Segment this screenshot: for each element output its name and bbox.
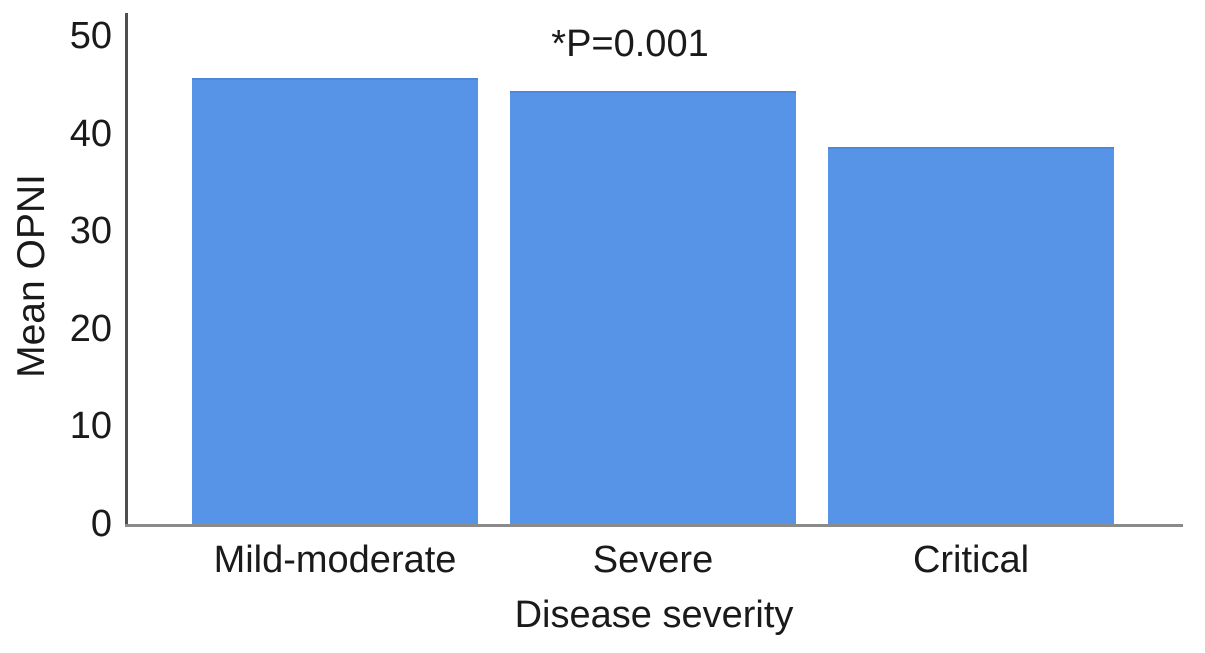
bar-critical — [828, 147, 1114, 524]
x-tick-label-mild-moderate: Mild-moderate — [213, 539, 457, 581]
x-tick-label-critical: Critical — [912, 539, 1030, 581]
bar-mild-moderate — [192, 78, 478, 524]
y-tick-label-20: 20 — [69, 307, 112, 350]
x-axis-line — [125, 524, 1183, 527]
y-tick-label-10: 10 — [69, 405, 112, 448]
p-value-annotation: *P=0.001 — [551, 23, 709, 65]
y-axis-line — [125, 13, 128, 527]
x-axis-title: Disease severity — [514, 594, 794, 636]
y-tick-label-30: 30 — [69, 210, 112, 253]
y-tick-label-0: 0 — [90, 503, 112, 545]
y-tick-label-40: 40 — [69, 112, 112, 155]
bar-severe — [510, 91, 796, 524]
x-tick-label-severe: Severe — [592, 539, 714, 581]
y-tick-label-50: 50 — [69, 15, 112, 57]
